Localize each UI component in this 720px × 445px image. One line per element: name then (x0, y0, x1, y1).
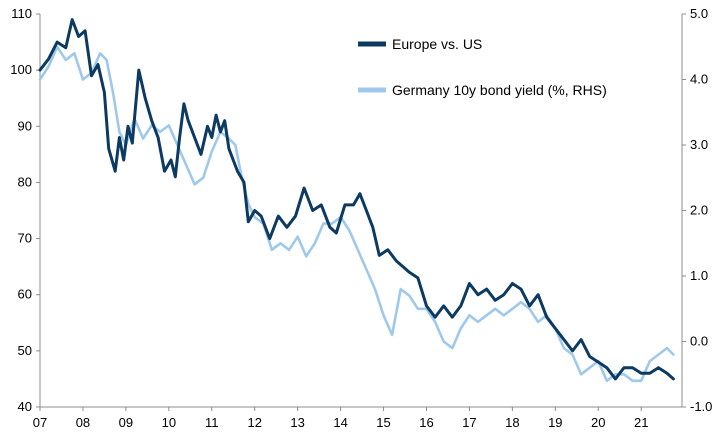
x-tick-label: 10 (162, 415, 176, 430)
x-tick-label: 11 (205, 415, 219, 430)
x-tick-label: 14 (333, 415, 347, 430)
x-tick-label: 16 (419, 415, 433, 430)
right-tick-label: 0.0 (690, 334, 708, 349)
left-tick-label: 90 (18, 118, 32, 133)
legend-label-germany-10y-bond-yield: Germany 10y bond yield (%, RHS) (392, 82, 607, 98)
x-tick-label: 09 (119, 415, 133, 430)
left-tick-label: 110 (11, 6, 32, 21)
x-tick-label: 08 (76, 415, 90, 430)
left-tick-label: 70 (18, 231, 32, 246)
right-tick-label: 4.0 (690, 72, 708, 87)
x-tick-label: 07 (33, 415, 47, 430)
series-line-germany-10y-bond-yield (38, 45, 675, 383)
x-axis-ticks: 07 08 09 10 11 12 13 14 15 16 17 18 19 20 21 (33, 407, 648, 430)
left-tick-label: 100 (10, 62, 32, 77)
left-tick-label: 50 (18, 343, 32, 358)
left-axis-ticks: 40 50 60 70 80 90 100 110 (10, 6, 40, 414)
x-tick-label: 20 (591, 415, 605, 430)
right-axis-ticks: -1.0 0.0 1.0 2.0 3.0 4.0 5.0 (682, 6, 712, 414)
x-tick-label: 21 (634, 415, 648, 430)
left-tick-label: 60 (18, 287, 32, 302)
x-tick-label: 13 (290, 415, 304, 430)
left-tick-label: 40 (18, 399, 32, 414)
x-tick-label: 12 (247, 415, 261, 430)
legend: Europe vs. US Germany 10y bond yield (%,… (358, 36, 607, 98)
right-tick-label: 5.0 (690, 6, 708, 21)
x-tick-label: 15 (376, 415, 390, 430)
right-tick-label: -1.0 (690, 399, 712, 414)
x-tick-label: 19 (548, 415, 562, 430)
series-layer (38, 18, 675, 383)
right-tick-label: 3.0 (690, 137, 708, 152)
legend-label-europe-vs-us: Europe vs. US (392, 36, 482, 52)
x-tick-label: 17 (462, 415, 476, 430)
x-tick-label: 18 (505, 415, 519, 430)
series-line-europe-vs-us (38, 18, 675, 381)
right-tick-label: 1.0 (690, 268, 708, 283)
left-tick-label: 80 (18, 174, 32, 189)
right-tick-label: 2.0 (690, 203, 708, 218)
